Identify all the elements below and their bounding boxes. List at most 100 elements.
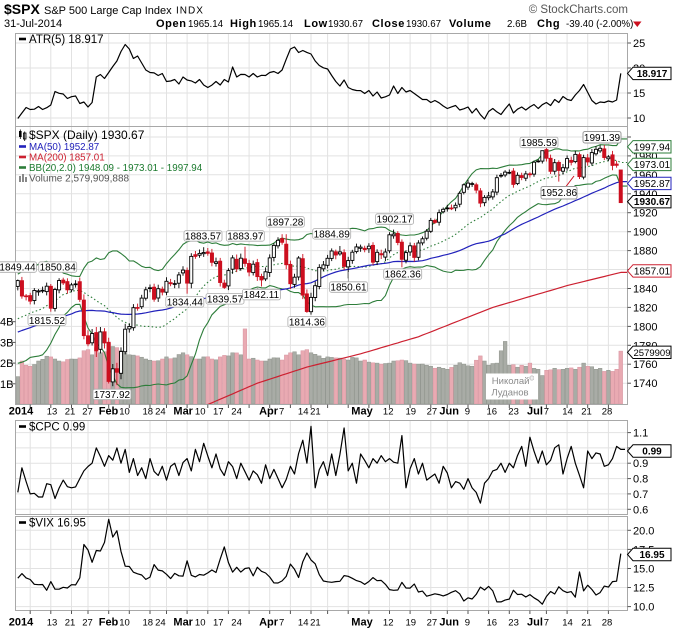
svg-text:13: 13 [47,618,58,629]
svg-text:INDX: INDX [176,6,204,17]
svg-text:1897.28: 1897.28 [267,217,304,228]
svg-text:19: 19 [406,618,417,629]
svg-text:14: 14 [562,407,573,418]
svg-text:MA(200) 1857.01: MA(200) 1857.01 [29,153,105,164]
svg-text:21: 21 [581,618,592,629]
svg-text:1883.57: 1883.57 [185,232,222,243]
svg-text:1880: 1880 [633,246,657,258]
svg-text:1850.61: 1850.61 [330,283,367,294]
svg-text:1902.17: 1902.17 [377,215,414,226]
svg-text:17: 17 [213,618,224,629]
svg-text:10: 10 [119,407,130,418]
svg-text:28: 28 [602,618,613,629]
svg-text:12: 12 [383,407,394,418]
svg-text:Feb: Feb [99,406,119,418]
svg-text:Mar: Mar [173,617,193,629]
svg-text:Apr: Apr [259,406,279,418]
svg-text:2B: 2B [0,358,13,370]
svg-text:1973.01: 1973.01 [634,160,671,171]
svg-text:Chg: Chg [537,18,560,30]
svg-text:1857.01: 1857.01 [634,266,671,277]
svg-text:1920: 1920 [633,208,657,220]
svg-text:23: 23 [508,618,519,629]
svg-text:9: 9 [465,407,470,418]
svg-text:2579909: 2579909 [634,348,671,359]
svg-text:1985.59: 1985.59 [521,138,558,149]
svg-text:0.7: 0.7 [633,489,648,501]
svg-text:24: 24 [155,407,166,418]
svg-text:21: 21 [581,407,592,418]
svg-text:1930.67: 1930.67 [406,19,441,30]
svg-text:24: 24 [155,618,166,629]
svg-text:14: 14 [562,618,573,629]
svg-text:Open: Open [156,18,187,30]
svg-text:10: 10 [119,618,130,629]
svg-text:1760: 1760 [633,359,657,371]
svg-text:10: 10 [633,113,645,125]
svg-text:1884.89: 1884.89 [314,229,351,240]
svg-text:21: 21 [310,618,321,629]
svg-text:16: 16 [487,618,498,629]
svg-text:Apr: Apr [259,617,279,629]
svg-text:28: 28 [602,407,613,418]
svg-text:May: May [351,406,373,418]
svg-text:24: 24 [231,618,242,629]
svg-text:S&P 500 Large Cap Index: S&P 500 Large Cap Index [44,5,172,17]
svg-text:10: 10 [195,407,206,418]
svg-text:1740: 1740 [633,378,657,390]
svg-text:1883.97: 1883.97 [227,232,264,243]
svg-text:-39.40 (-2.00%): -39.40 (-2.00%) [566,19,633,30]
svg-text:7: 7 [544,407,549,418]
svg-text:2014: 2014 [9,406,34,418]
svg-text:16.95: 16.95 [639,550,664,561]
svg-text:1997.94: 1997.94 [634,142,671,153]
svg-text:10.0: 10.0 [633,602,654,614]
svg-text:$SPX: $SPX [4,1,40,17]
svg-text:1842.11: 1842.11 [244,290,280,301]
svg-text:1965.14: 1965.14 [188,19,224,30]
svg-text:27: 27 [82,407,93,418]
svg-text:1930.67: 1930.67 [634,197,671,208]
svg-text:7: 7 [544,618,549,629]
svg-text:15: 15 [633,88,645,100]
svg-text:10: 10 [195,618,206,629]
svg-text:19: 19 [406,407,417,418]
svg-text:1839.57: 1839.57 [207,294,244,305]
svg-text:1800: 1800 [633,321,657,333]
svg-text:Volume 2,579,909,888: Volume 2,579,909,888 [29,174,130,185]
svg-text:1840: 1840 [633,284,657,296]
svg-text:1815.52: 1815.52 [29,316,66,327]
svg-text:1834.44: 1834.44 [167,298,204,309]
svg-text:4B: 4B [0,317,13,329]
svg-text:1900: 1900 [633,227,657,239]
svg-text:27: 27 [427,618,438,629]
svg-text:$VIX 16.95: $VIX 16.95 [29,518,86,530]
svg-text:27: 27 [427,407,438,418]
svg-text:Jul: Jul [527,617,543,629]
svg-text:9: 9 [465,618,470,629]
svg-text:20.0: 20.0 [633,525,654,537]
svg-text:23: 23 [508,407,519,418]
svg-text:0.8: 0.8 [633,474,648,486]
svg-text:Луданов: Луданов [491,388,528,399]
svg-text:14: 14 [298,407,309,418]
svg-text:1862.36: 1862.36 [385,270,422,281]
svg-text:2014: 2014 [9,617,34,629]
svg-text:ATR(5) 18.917: ATR(5) 18.917 [29,34,104,46]
svg-text:14: 14 [298,618,309,629]
svg-text:16: 16 [487,407,498,418]
svg-text:1965.14: 1965.14 [258,19,294,30]
svg-text:1820: 1820 [633,302,657,314]
svg-text:2.6B: 2.6B [507,19,527,30]
svg-text:1850.84: 1850.84 [40,263,77,274]
svg-text:Jun: Jun [439,617,459,629]
svg-text:13: 13 [47,407,58,418]
svg-text:Feb: Feb [99,617,119,629]
svg-text:Jun: Jun [439,406,459,418]
svg-text:25: 25 [633,38,645,50]
svg-text:18.917: 18.917 [637,69,668,80]
svg-text:© StockCharts.com: © StockCharts.com [529,4,628,16]
svg-text:21: 21 [65,407,76,418]
svg-text:High: High [230,18,257,30]
svg-text:1952.87: 1952.87 [634,179,671,190]
